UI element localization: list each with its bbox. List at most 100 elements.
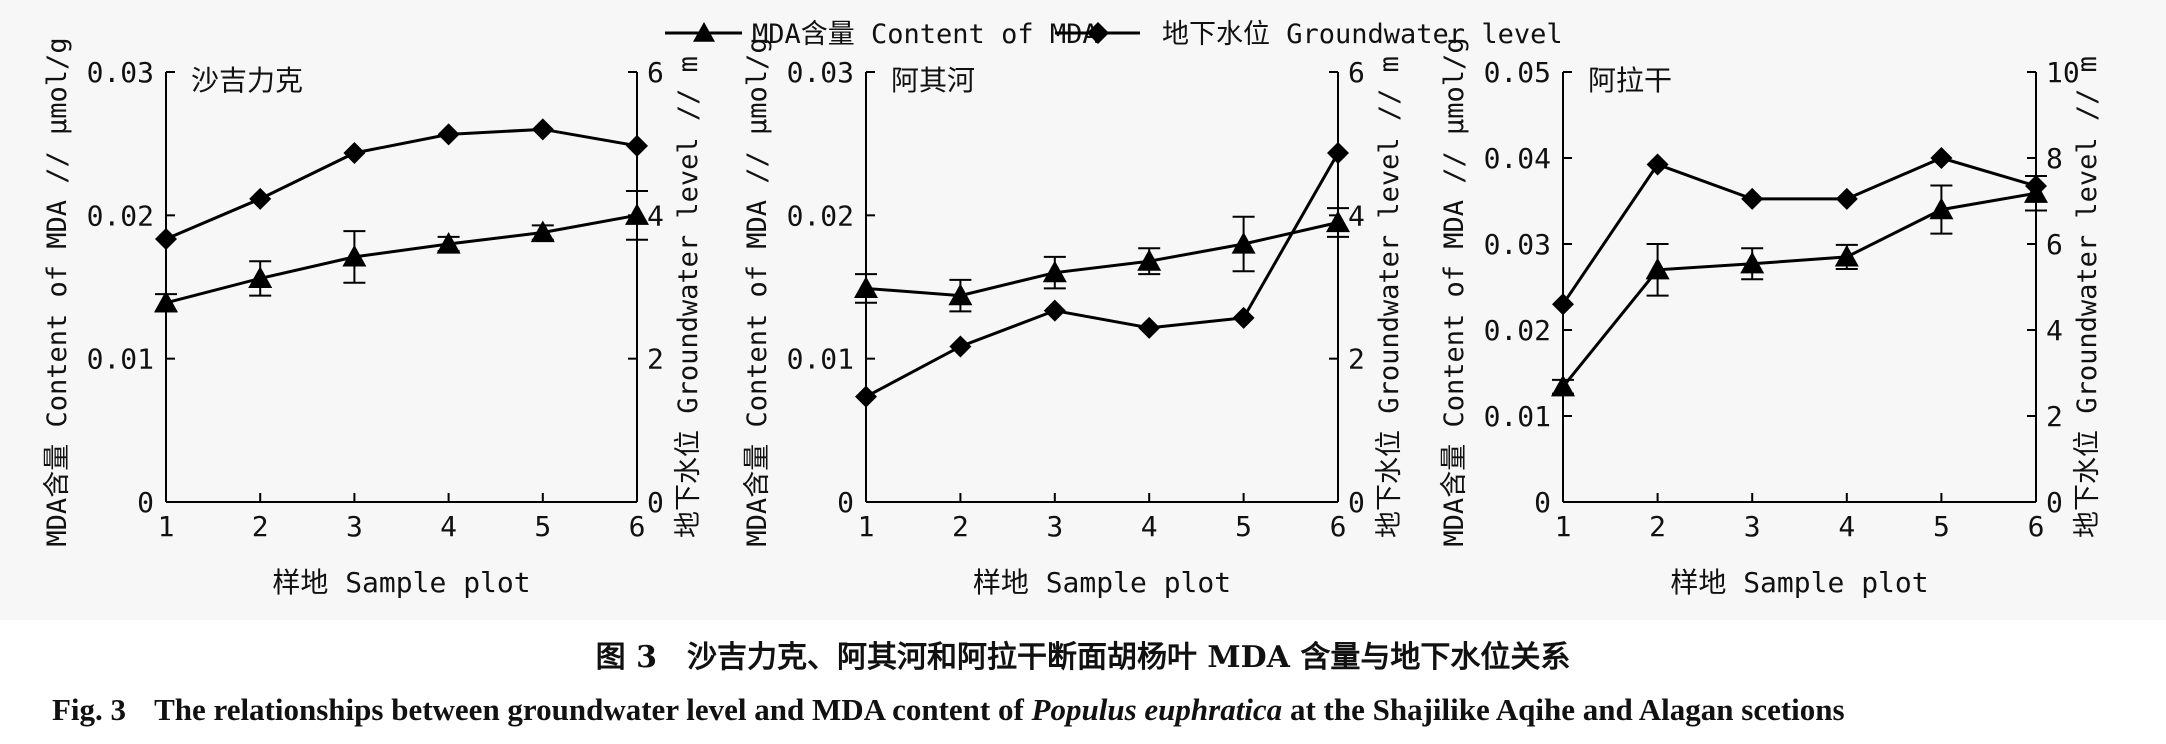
mda-series-line [1561, 191, 2037, 388]
groundwater-point [343, 141, 366, 164]
y-tick-label-right: 6 [647, 56, 664, 89]
x-tick-label: 6 [1330, 510, 1347, 543]
mda-point [1042, 260, 1067, 283]
x-tick-label: 5 [1933, 510, 1950, 543]
x-tick-label: 1 [158, 510, 175, 543]
y-axis-label-left: MDA含量 Content of MDA // μmol/g [742, 37, 773, 546]
x-tick-label: 1 [858, 510, 875, 543]
groundwater-point [437, 123, 460, 146]
y-tick-label-left: 0.03 [87, 56, 154, 89]
y-tick-label-right: 10 [2046, 56, 2080, 89]
y-axis-label-right: 地下水位 Groundwater level // m [673, 56, 704, 538]
y-axis-label-right: 地下水位 Groundwater level // m [2072, 56, 2103, 538]
groundwater-point [1552, 293, 1574, 316]
x-tick-label: 6 [2028, 510, 2045, 543]
mda-point [436, 232, 461, 254]
x-tick-label: 3 [346, 510, 363, 543]
panel-title: 阿拉干 [1588, 64, 1672, 97]
y-tick-label-left: 0.02 [1484, 314, 1551, 347]
legend: MDA含量 Content of MDA 地下水位 Groundwater lev… [665, 19, 1563, 50]
caption-zh-label: 图 3 [595, 640, 657, 675]
groundwater-series-line [865, 152, 1340, 398]
caption-chinese: 图 3 沙吉力克、阿其河和阿拉干断面胡杨叶 MDA 含量与地下水位关系 [0, 632, 2166, 676]
x-tick-label: 2 [252, 510, 269, 543]
mda-point [1137, 249, 1162, 271]
groundwater-point [1232, 306, 1255, 329]
groundwater-point [155, 227, 177, 250]
x-tick-label: 4 [1838, 510, 1855, 543]
y-axis-label-left: MDA含量 Content of MDA // μmol/g [42, 37, 73, 546]
y-tick-label-left: 0 [1534, 486, 1551, 519]
groundwater-series-line [1561, 156, 2037, 306]
y-tick-label-left: 0.03 [787, 56, 854, 89]
legend-gw-marker [1087, 22, 1109, 44]
groundwater-point [1043, 299, 1066, 322]
y-tick-label-right: 2 [2046, 400, 2063, 433]
mda-point [1929, 197, 1954, 220]
y-tick-label-left: 0 [837, 486, 854, 519]
y-tick-label-right: 6 [1348, 56, 1365, 89]
mda-point [154, 290, 178, 313]
groundwater-point [1741, 187, 1764, 210]
x-tick-label: 3 [1046, 510, 1063, 543]
y-tick-label-left: 0.04 [1484, 142, 1551, 175]
y-tick-label-right: 0 [647, 486, 664, 519]
y-tick-label-right: 0 [1348, 486, 1365, 519]
groundwater-point [1327, 141, 1349, 164]
y-axis-label-left: MDA含量 Content of MDA // μmol/g [1439, 37, 1470, 546]
y-tick-label-left: 0.03 [1484, 228, 1551, 261]
groundwater-point [949, 335, 972, 358]
groundwater-point [2025, 174, 2047, 197]
groundwater-point [855, 385, 877, 408]
groundwater-point [626, 134, 648, 157]
x-tick-label: 2 [952, 510, 969, 543]
y-tick-label-left: 0 [137, 486, 154, 519]
mda-point [1326, 210, 1350, 233]
x-tick-label: 6 [629, 510, 646, 543]
legend-gw-label: 地下水位 Groundwater level [1162, 19, 1563, 50]
y-tick-label-right: 4 [647, 199, 664, 232]
mda-point [1834, 244, 1859, 267]
legend-mda-label: MDA含量 Content of MDA [752, 19, 1099, 50]
mda-series-line [865, 221, 1339, 298]
y-axis-label-right: 地下水位 Groundwater level // m [1374, 56, 1405, 538]
y-tick-label-left: 0.05 [1484, 56, 1551, 89]
y-tick-label-right: 4 [1348, 199, 1365, 232]
mda-point [948, 283, 973, 306]
panel-title: 沙吉力克 [191, 64, 303, 97]
x-tick-label: 3 [1744, 510, 1761, 543]
groundwater-point [1138, 316, 1161, 339]
y-tick-label-right: 0 [2046, 486, 2063, 519]
groundwater-point [1646, 153, 1669, 176]
mda-point [342, 244, 367, 267]
y-tick-label-right: 2 [1348, 343, 1365, 376]
mda-point [625, 203, 649, 225]
groundwater-series-line [165, 127, 638, 241]
mda-point [1645, 257, 1670, 280]
x-tick-label: 2 [1649, 510, 1666, 543]
x-tick-label: 4 [440, 510, 457, 543]
groundwater-point [1835, 187, 1858, 210]
x-axis-label: 样地 Sample plot [272, 566, 530, 599]
x-axis-label: 样地 Sample plot [973, 566, 1231, 599]
x-axis-label: 样地 Sample plot [1670, 566, 1928, 599]
caption-english: Fig. 3 The relationships between groundwa… [52, 692, 1845, 728]
figure: MDA含量 Content of MDA 地下水位 Groundwater lev… [42, 19, 2103, 599]
caption-en-text-after: at the Shajilike Aqihe and Alagan scetio… [1289, 692, 1845, 727]
groundwater-point [249, 187, 272, 210]
x-tick-label: 1 [1555, 510, 1572, 543]
y-tick-label-right: 2 [647, 343, 664, 376]
caption-en-text-before: The relationships between groundwater le… [154, 692, 1024, 727]
panel-title: 阿其河 [891, 64, 975, 97]
x-tick-label: 5 [1235, 510, 1252, 543]
x-tick-label: 4 [1141, 510, 1158, 543]
y-tick-label-left: 0.02 [87, 199, 154, 232]
legend-mda-marker [693, 22, 715, 42]
y-tick-label-left: 0.02 [787, 199, 854, 232]
mda-point [1740, 251, 1765, 274]
chart-figure: MDA含量 Content of MDA 地下水位 Groundwater lev… [42, 19, 2103, 599]
mda-point [854, 276, 878, 299]
x-tick-label: 5 [534, 510, 551, 543]
